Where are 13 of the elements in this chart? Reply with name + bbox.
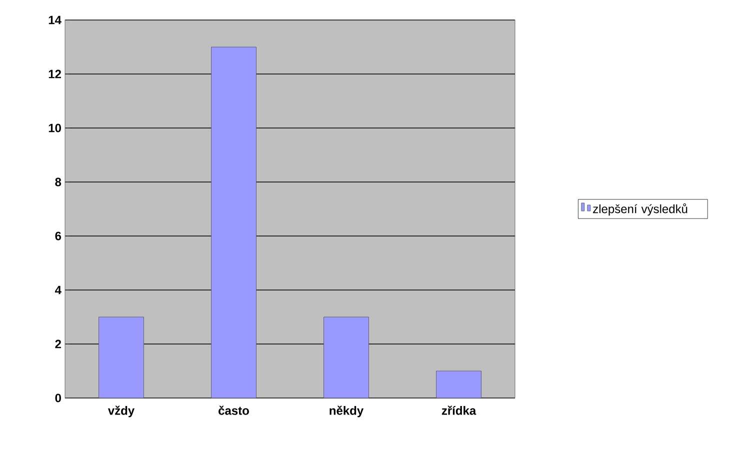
y-tick-label: 0 xyxy=(55,394,61,402)
x-tick-label: vždy xyxy=(108,406,135,418)
x-tick-label: zřídka xyxy=(442,406,476,415)
x-tick-label: často xyxy=(218,406,249,415)
y-tick-label: 12 xyxy=(48,70,61,78)
x-tick-label: někdy xyxy=(330,406,364,418)
y-tick-label: 10 xyxy=(48,124,61,132)
y-tick-label: 8 xyxy=(55,178,62,186)
legend-label: zlepšení výsledků xyxy=(593,203,688,216)
y-tick-label: 2 xyxy=(55,340,61,348)
y-tick-label: 14 xyxy=(48,16,62,24)
y-tick-label: 4 xyxy=(54,286,62,294)
y-tick-label: 6 xyxy=(55,232,62,240)
